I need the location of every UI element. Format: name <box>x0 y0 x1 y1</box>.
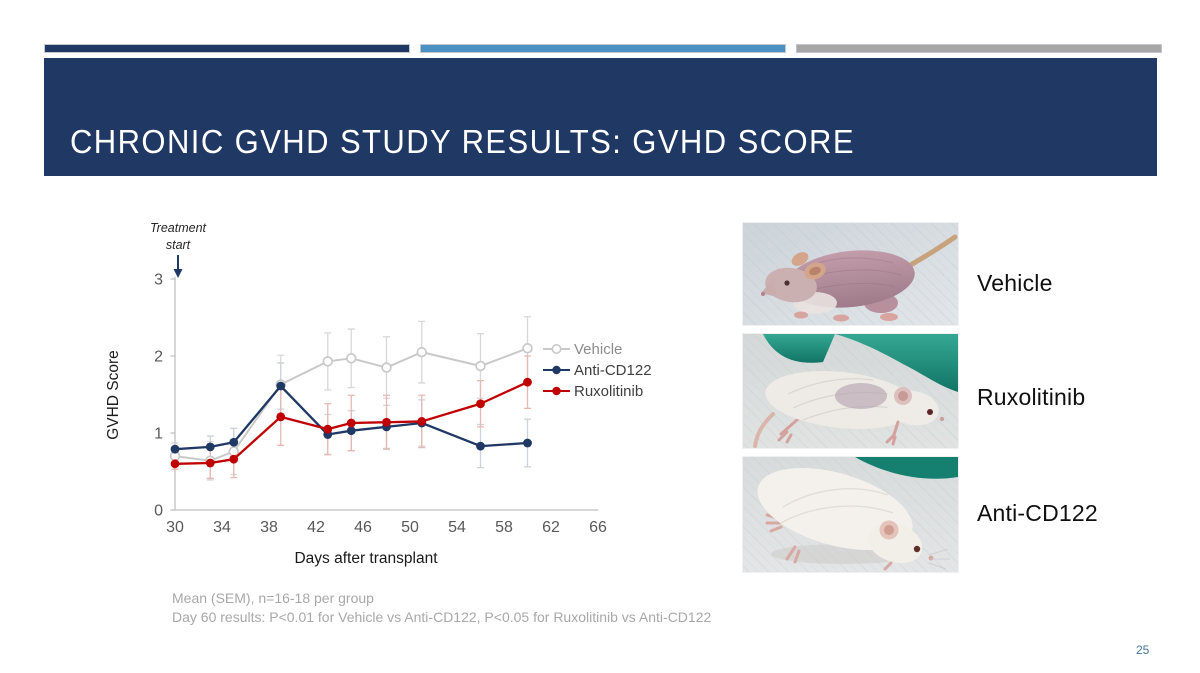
y-axis-label: GVHD Score <box>105 350 122 440</box>
data-point <box>381 362 392 373</box>
legend-label: Ruxolitinib <box>574 383 643 400</box>
data-point <box>382 417 391 427</box>
x-axis-label: Days after transplant <box>294 550 438 567</box>
photo-label-ruxolitinib: Ruxolitinib <box>977 384 1086 410</box>
data-point <box>205 442 215 452</box>
legend-label: Anti-CD122 <box>574 362 652 379</box>
photo-label-anti-cd122: Anti-CD122 <box>977 500 1098 526</box>
data-point <box>228 446 240 457</box>
series-ruxolitinib <box>170 377 532 469</box>
data-point <box>170 459 180 469</box>
data-point <box>346 426 356 436</box>
data-point <box>476 399 485 409</box>
y-tick-label: 0 <box>154 503 163 520</box>
slide-title: CHRONIC GVHD STUDY RESULTS: GVHD SCORE <box>70 123 855 160</box>
data-point <box>276 381 286 391</box>
x-tick-label: 38 <box>260 519 278 536</box>
data-point <box>476 441 485 451</box>
accent-bar-navy <box>44 44 410 53</box>
y-tick-label: 2 <box>154 349 163 366</box>
mouse-photo-anti-cd122 <box>743 457 958 572</box>
footnote-line-2: Day 60 results: P<0.01 for Vehicle vs An… <box>172 608 712 625</box>
photo-label-vehicle: Vehicle <box>977 270 1053 296</box>
anti-cd122-mouse-image <box>743 457 958 572</box>
chart-axes: 0 1 2 3 30 34 38 42 46 50 54 58 62 66 <box>154 272 607 537</box>
data-point <box>346 418 356 428</box>
data-point <box>322 356 334 367</box>
data-point <box>523 438 532 448</box>
data-point <box>205 458 215 468</box>
x-tick-label: 42 <box>307 519 325 536</box>
x-tick-label: 54 <box>448 519 466 536</box>
data-point <box>170 444 180 454</box>
legend-label: Vehicle <box>574 341 622 358</box>
y-tick-label: 1 <box>154 426 163 443</box>
chart-legend: Vehicle Anti-CD122 Ruxolitinib <box>543 341 652 400</box>
series-vehicle <box>169 343 533 466</box>
data-point <box>523 377 532 387</box>
title-banner: CHRONIC GVHD STUDY RESULTS: GVHD SCORE <box>44 58 1157 176</box>
accent-bar-blue <box>420 44 786 53</box>
x-tick-label: 62 <box>542 519 560 536</box>
page-number: 25 <box>1136 643 1150 657</box>
treatment-start-annotation: Treatment start <box>150 221 207 278</box>
x-tick-label: 34 <box>213 519 231 536</box>
x-tick-label: 30 <box>166 519 184 536</box>
legend-marker <box>552 386 561 396</box>
x-tick-label: 66 <box>589 519 607 536</box>
data-point <box>323 424 333 434</box>
mouse-photo-ruxolitinib <box>743 334 958 448</box>
data-point <box>475 360 486 372</box>
footnote: Mean (SEM), n=16-18 per group Day 60 res… <box>172 589 711 626</box>
down-arrow-head-icon <box>173 269 183 278</box>
data-point <box>276 412 286 422</box>
x-tick-label: 58 <box>495 519 513 536</box>
footnote-line-1: Mean (SEM), n=16-18 per group <box>172 590 374 606</box>
accent-bar-gray <box>796 44 1162 53</box>
gvhd-score-line-chart: 0 1 2 3 30 34 38 42 46 50 54 58 62 66 Vehicle Anti-CD12… <box>105 221 652 567</box>
mouse-photo-vehicle <box>743 223 958 325</box>
data-point <box>416 346 428 358</box>
x-tick-label: 50 <box>401 519 419 536</box>
data-point <box>346 353 357 364</box>
ruxolitinib-mouse-image <box>743 334 958 448</box>
data-point <box>522 343 533 354</box>
data-point <box>229 437 239 447</box>
annotation-text: Treatment <box>150 221 207 235</box>
data-point <box>229 454 239 464</box>
annotation-text: start <box>166 238 191 252</box>
legend-marker <box>552 365 561 375</box>
data-point <box>417 417 427 426</box>
legend-marker <box>551 344 562 355</box>
x-tick-label: 46 <box>354 519 372 536</box>
y-tick-label: 3 <box>154 272 163 289</box>
vehicle-mouse-image <box>743 223 958 325</box>
